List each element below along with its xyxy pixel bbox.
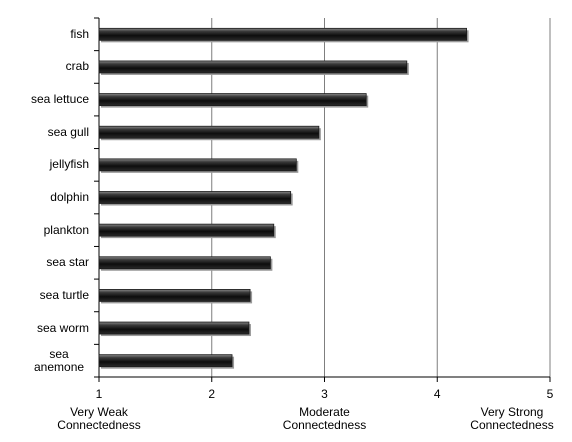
x-tick-label: 2 [208,387,216,401]
bar-plankton [98,223,276,239]
bar-sea-turtle [98,289,253,304]
category-label: sea anemone [34,346,85,374]
category-label: dolphin [50,190,89,204]
category-label: fish [70,26,89,41]
x-tick-label: 4 [433,387,441,401]
scale-descriptor-label: Very Strong Connectedness [470,405,554,432]
category-label: sea gull [47,124,89,139]
category-label: sea worm [36,320,89,335]
category-label: plankton [43,222,89,237]
bar-sea-anemone [98,354,235,369]
bar-sea-worm [98,321,251,337]
category-label: sea turtle [39,287,89,302]
scale-descriptor-label: Moderate Connectedness [282,405,367,432]
x-tick-label: 1 [95,387,103,401]
category-label: sea lettuce [30,92,89,107]
scale-descriptor-label: Very Weak Connectedness [57,405,141,432]
bar-sea-lettuce [98,93,369,108]
bar-sea-gull [98,125,321,141]
bar-sea-star [98,256,273,271]
category-label: jellyfish [49,157,89,172]
x-tick-label: 3 [321,387,328,401]
bar-jellyfish [98,158,299,173]
bar-dolphin [98,191,293,206]
category-label: sea star [46,255,89,270]
x-tick-label: 5 [546,387,554,401]
category-label: crab [65,59,89,74]
bar-fish [98,27,469,43]
bar-crab [98,60,409,75]
